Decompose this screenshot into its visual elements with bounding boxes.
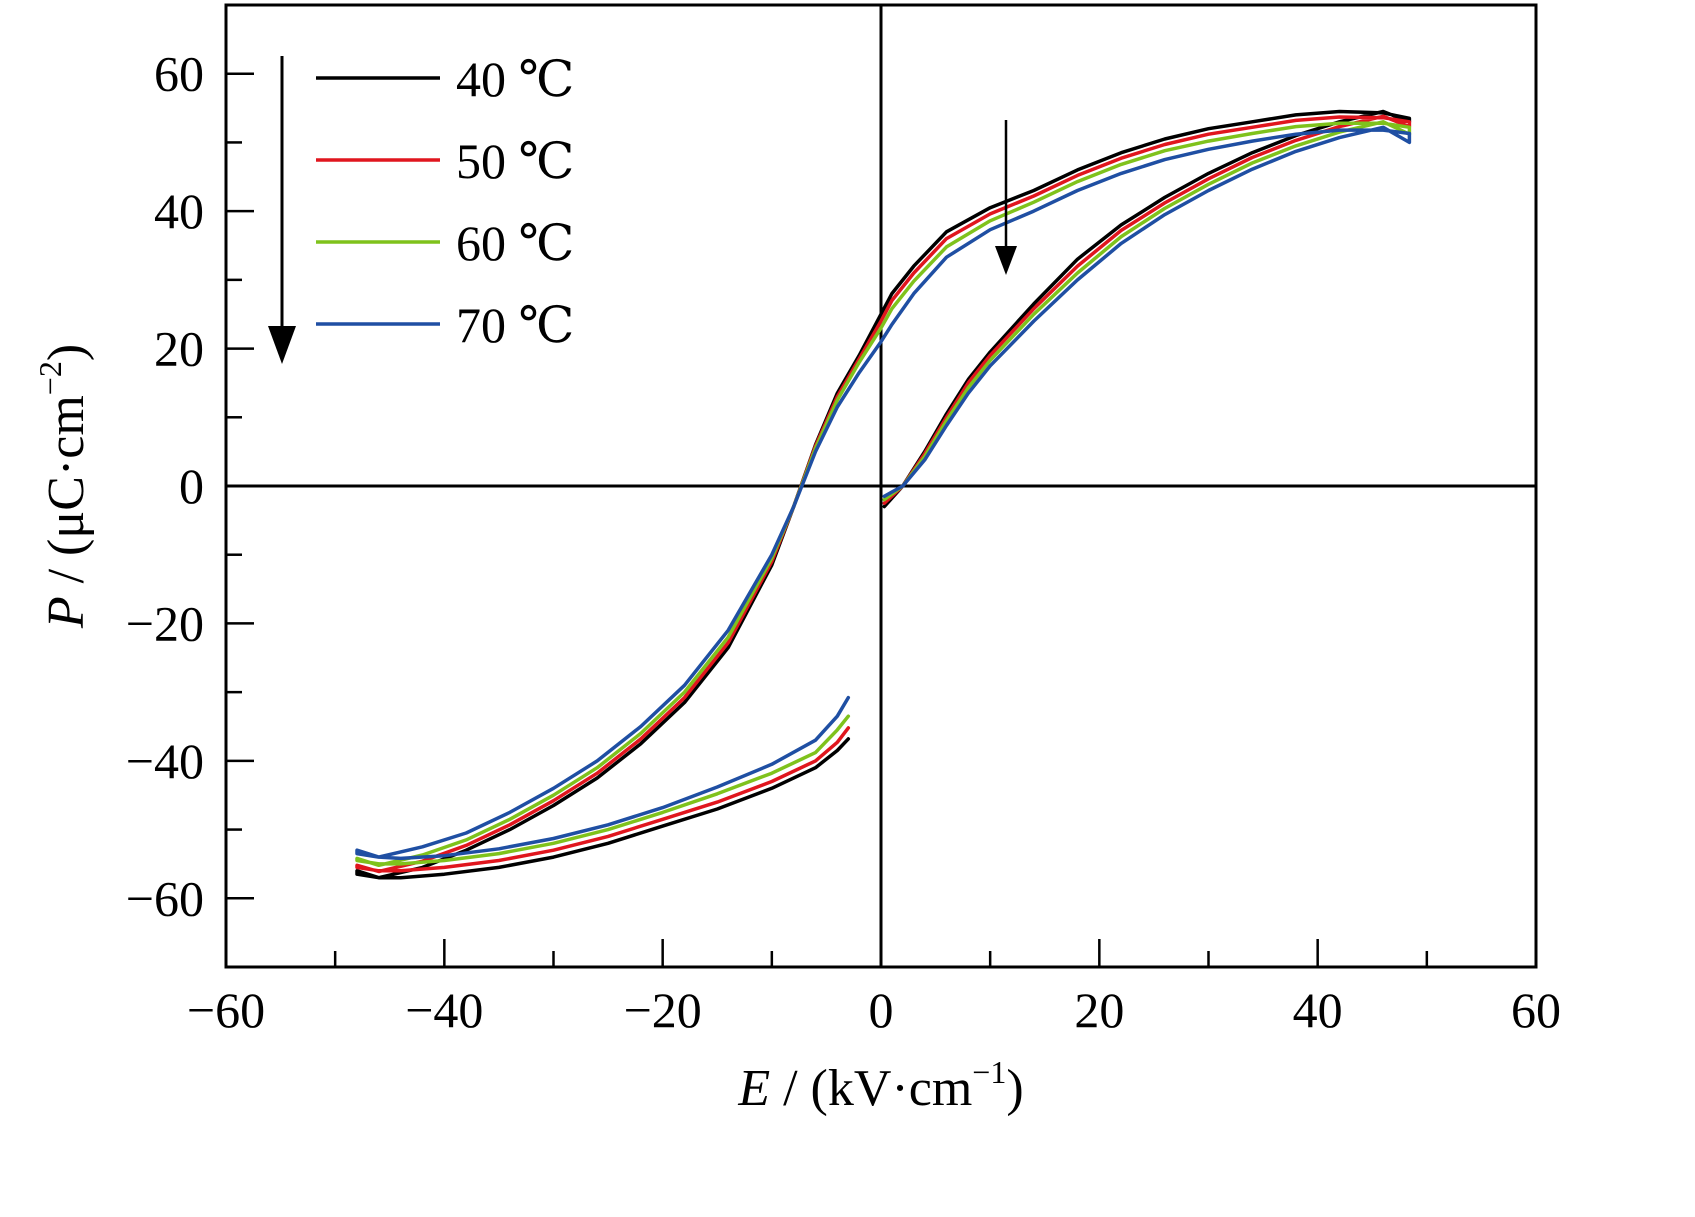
x-axis-unit-exponent: −1 xyxy=(972,1054,1006,1090)
series-line-3 xyxy=(355,120,1412,868)
axis-ticks xyxy=(224,3,1538,969)
x-tick-label: −40 xyxy=(405,982,483,1038)
tick-labels: −60 −40 −20 0 20 40 60 −60 −40 −20 0 20 40 60 xyxy=(126,46,1561,1038)
x-tick-label: 20 xyxy=(1074,982,1124,1038)
y-tick-label: 40 xyxy=(154,183,204,239)
y-tick-label: −20 xyxy=(126,595,204,651)
x-axis-title: E / (kV·cm−1) xyxy=(737,1054,1023,1117)
y-axis-unit-close: ) xyxy=(38,344,95,361)
legend-label-1: 40 ℃ xyxy=(456,51,574,107)
plot-area: 40 ℃ 50 ℃ 60 ℃ 70 ℃ xyxy=(224,3,1538,969)
legend-label-2: 50 ℃ xyxy=(456,133,574,189)
x-axis-unit-close: ) xyxy=(1006,1060,1023,1117)
y-axis-variable: P xyxy=(38,596,95,629)
y-axis-unit-exponent: −2 xyxy=(32,361,68,395)
y-tick-label: 20 xyxy=(154,321,204,377)
x-tick-label: 60 xyxy=(1511,982,1561,1038)
x-tick-label: −20 xyxy=(624,982,702,1038)
y-tick-label: −40 xyxy=(126,733,204,789)
y-axis-unit: / (μC·cm xyxy=(38,395,95,596)
legend-label-3: 60 ℃ xyxy=(456,215,574,271)
legend: 40 ℃ 50 ℃ 60 ℃ 70 ℃ xyxy=(316,51,574,353)
series-line-4 xyxy=(355,125,1412,861)
trend-arrow-right-head xyxy=(995,246,1017,275)
legend-label-4: 70 ℃ xyxy=(456,297,574,353)
y-tick-label: −60 xyxy=(126,870,204,926)
x-tick-label: 40 xyxy=(1293,982,1343,1038)
x-tick-label: 0 xyxy=(869,982,894,1038)
x-tick-label: −60 xyxy=(187,982,265,1038)
annotations xyxy=(268,56,1017,364)
series-line-2 xyxy=(355,114,1412,874)
series-layer xyxy=(355,109,1412,880)
x-axis-variable: E xyxy=(737,1060,770,1117)
y-tick-label: 0 xyxy=(179,458,204,514)
trend-arrow-left-head xyxy=(268,326,296,364)
series-line-1 xyxy=(355,109,1412,880)
x-axis-unit: / (kV·cm xyxy=(770,1060,972,1117)
y-tick-label: 60 xyxy=(154,46,204,102)
y-axis-title: P / (μC·cm−2) xyxy=(32,344,95,629)
